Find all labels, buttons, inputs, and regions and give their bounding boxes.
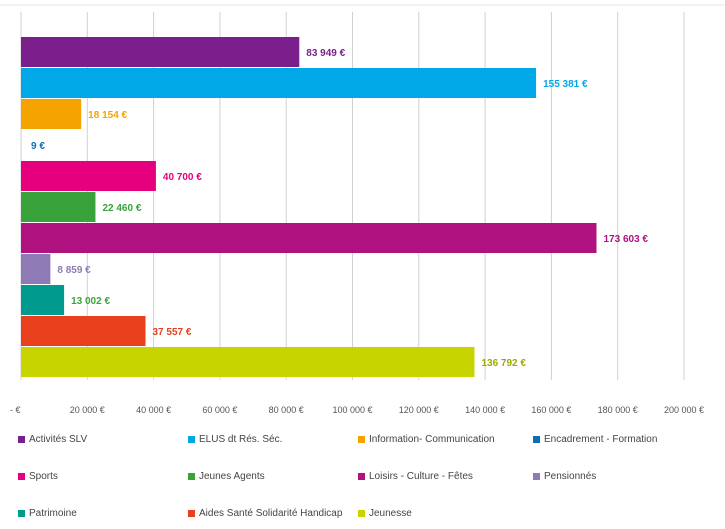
data-label: 173 603 € (603, 234, 648, 245)
x-tick-label: 180 000 € (598, 405, 638, 415)
data-label: 8 859 € (57, 265, 91, 276)
legend-item: Pensionnés (533, 471, 596, 482)
x-tick-label: 20 000 € (70, 405, 105, 415)
legend-label: Jeunesse (369, 508, 412, 519)
bar (21, 285, 65, 315)
bar (21, 68, 537, 98)
legend-swatch (188, 436, 195, 443)
legend-swatch (358, 436, 365, 443)
legend-label: Sports (29, 471, 58, 482)
data-label: 155 381 € (543, 79, 588, 90)
data-label: 18 154 € (88, 110, 127, 121)
legend-item: Aides Santé Solidarité Handicap (188, 508, 342, 519)
bar (21, 254, 51, 284)
data-labels: 83 949 € 155 381 € 18 154 € 9 € 40 700 € 22 4… (31, 48, 648, 369)
legend-item: Jeunes Agents (188, 471, 265, 482)
data-label: 40 700 € (163, 172, 202, 183)
x-tick-label: 60 000 € (202, 405, 237, 415)
data-label: 9 € (31, 141, 45, 152)
data-label: 136 792 € (481, 358, 526, 369)
x-tick-label: 200 000 € (664, 405, 704, 415)
legend-swatch (18, 436, 25, 443)
legend-label: Aides Santé Solidarité Handicap (199, 508, 343, 519)
legend-swatch (18, 473, 25, 480)
bar (21, 347, 475, 377)
bar (21, 37, 300, 67)
bar (21, 223, 597, 253)
data-label: 83 949 € (306, 48, 345, 59)
data-label: 22 460 € (102, 203, 141, 214)
legend-swatch (18, 510, 25, 517)
legend-label: Encadrement - Formation (544, 434, 658, 445)
legend-label: Jeunes Agents (199, 471, 265, 482)
legend-swatch (358, 510, 365, 517)
x-tick-label: 100 000 € (332, 405, 372, 415)
legend-item: Activités SLV (18, 434, 87, 445)
legend-swatch (533, 436, 540, 443)
x-tick-label: 160 000 € (531, 405, 571, 415)
legend-item: Sports (18, 471, 58, 482)
x-tick-label: 40 000 € (136, 405, 171, 415)
legend-label: Information- Communication (369, 434, 495, 445)
bar (21, 99, 82, 129)
x-tick-label: - € (10, 405, 21, 415)
legend-label: Patrimoine (29, 508, 77, 519)
legend-swatch (188, 510, 195, 517)
legend-swatch (533, 473, 540, 480)
legend-label: Loisirs - Culture - Fêtes (369, 471, 473, 482)
x-axis-ticks: - € 20 000 € 40 000 € 60 000 € 80 000 € 100 0… (10, 405, 704, 415)
legend-swatch (188, 473, 195, 480)
legend-item: Patrimoine (18, 508, 77, 519)
legend-label: Activités SLV (29, 434, 88, 445)
data-label: 37 557 € (153, 327, 192, 338)
legend-swatch (358, 473, 365, 480)
bar (21, 161, 156, 191)
data-label: 13 002 € (71, 296, 110, 307)
legend-item: Encadrement - Formation (533, 434, 657, 445)
legend-label: ELUS dt Rés. Séc. (199, 434, 283, 445)
legend-item: Loisirs - Culture - Fêtes (358, 471, 473, 482)
x-tick-label: 80 000 € (269, 405, 304, 415)
legend-item: Jeunesse (358, 508, 412, 519)
x-tick-label: 120 000 € (399, 405, 439, 415)
legend-item: Information- Communication (358, 434, 495, 445)
legend-label: Pensionnés (544, 471, 597, 482)
legend-item: ELUS dt Rés. Séc. (188, 434, 282, 445)
x-tick-label: 140 000 € (465, 405, 505, 415)
bar (21, 316, 146, 346)
bars (21, 37, 597, 377)
bar (21, 192, 96, 222)
